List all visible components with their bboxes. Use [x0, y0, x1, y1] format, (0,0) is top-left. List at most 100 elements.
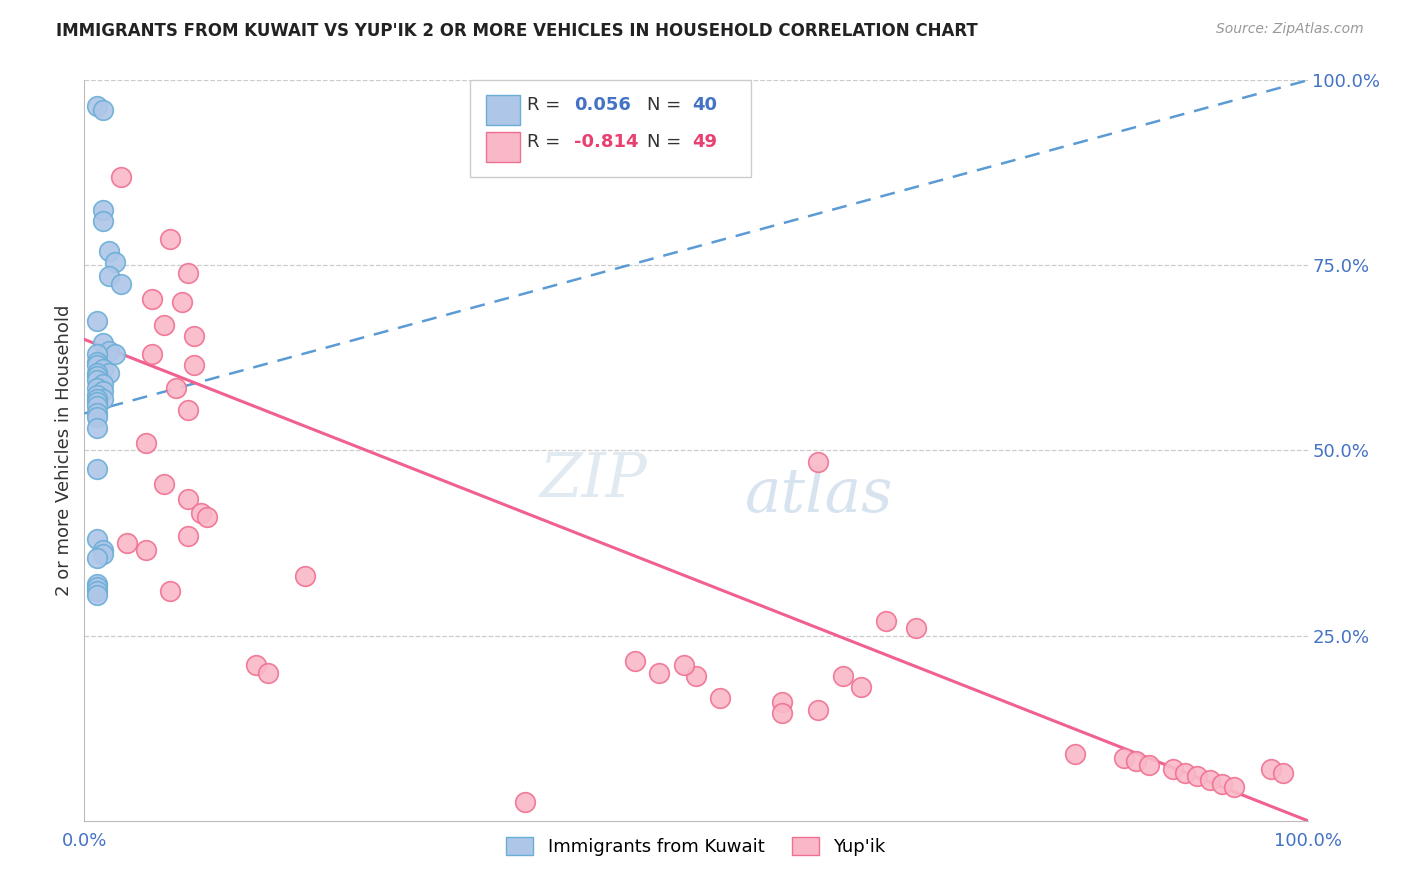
Point	[183, 328, 205, 343]
Point	[172, 295, 194, 310]
Point	[86, 576, 108, 591]
Point	[831, 669, 853, 683]
Point	[905, 621, 928, 635]
Point	[86, 588, 108, 602]
Point	[86, 410, 108, 425]
Text: R =: R =	[527, 95, 567, 113]
Point	[115, 536, 138, 550]
FancyBboxPatch shape	[485, 95, 520, 125]
Point	[86, 354, 108, 368]
Text: atlas: atlas	[745, 465, 893, 524]
Point	[91, 376, 114, 391]
Text: 40: 40	[692, 95, 717, 113]
Point	[91, 543, 114, 558]
Point	[1174, 765, 1197, 780]
Point	[91, 336, 114, 351]
Point	[86, 380, 108, 394]
Point	[86, 584, 108, 599]
Point	[141, 347, 163, 361]
Point	[135, 436, 157, 450]
Point	[141, 292, 163, 306]
Point	[1114, 750, 1136, 764]
Point	[177, 402, 200, 417]
Point	[1211, 776, 1233, 791]
Point	[86, 392, 108, 406]
Point	[165, 380, 187, 394]
Point	[685, 669, 707, 683]
Text: 49: 49	[692, 133, 717, 151]
Point	[177, 491, 200, 506]
Point	[195, 510, 218, 524]
Point	[807, 454, 830, 468]
Point	[1187, 769, 1209, 783]
Point	[1198, 772, 1220, 787]
Point	[648, 665, 671, 680]
Point	[91, 214, 114, 228]
Point	[91, 103, 114, 117]
Point	[104, 347, 127, 361]
Text: N =: N =	[647, 95, 688, 113]
Point	[1125, 755, 1147, 769]
Point	[770, 695, 793, 709]
Point	[294, 569, 316, 583]
Point	[807, 703, 830, 717]
Point	[97, 244, 120, 258]
Point	[190, 507, 212, 521]
Text: 0.056: 0.056	[574, 95, 630, 113]
Point	[135, 543, 157, 558]
Point	[86, 462, 108, 476]
Point	[91, 392, 114, 406]
Text: R =: R =	[527, 133, 567, 151]
Point	[1223, 780, 1246, 795]
Point	[177, 528, 200, 542]
Point	[257, 665, 280, 680]
Point	[875, 614, 897, 628]
Point	[177, 266, 200, 280]
Text: IMMIGRANTS FROM KUWAIT VS YUP'IK 2 OR MORE VEHICLES IN HOUSEHOLD CORRELATION CHA: IMMIGRANTS FROM KUWAIT VS YUP'IK 2 OR MO…	[56, 22, 979, 40]
Point	[159, 584, 181, 599]
Point	[110, 277, 132, 291]
Point	[97, 343, 120, 358]
Point	[110, 169, 132, 184]
Point	[86, 388, 108, 402]
Point	[86, 533, 108, 547]
Point	[91, 384, 114, 399]
Point	[1272, 765, 1295, 780]
Point	[86, 369, 108, 384]
Point	[245, 658, 267, 673]
Point	[97, 366, 120, 380]
FancyBboxPatch shape	[470, 80, 751, 177]
Point	[86, 373, 108, 387]
Point	[770, 706, 793, 721]
FancyBboxPatch shape	[485, 132, 520, 161]
Point	[97, 269, 120, 284]
Point	[672, 658, 695, 673]
Point	[513, 795, 536, 809]
Y-axis label: 2 or more Vehicles in Household: 2 or more Vehicles in Household	[55, 305, 73, 596]
Text: N =: N =	[647, 133, 688, 151]
Point	[86, 314, 108, 328]
Point	[1137, 758, 1160, 772]
Point	[86, 407, 108, 421]
Point	[86, 550, 108, 565]
Point	[1260, 762, 1282, 776]
Point	[153, 318, 176, 332]
Point	[849, 681, 872, 695]
Point	[86, 395, 108, 409]
Point	[91, 362, 114, 376]
Point	[1161, 762, 1184, 776]
Point	[624, 655, 647, 669]
Text: ZIP: ZIP	[540, 450, 647, 510]
Point	[153, 476, 176, 491]
Point	[86, 99, 108, 113]
Point	[91, 202, 114, 217]
Point	[86, 359, 108, 373]
Point	[709, 691, 731, 706]
Point	[86, 399, 108, 413]
Point	[86, 581, 108, 595]
Legend: Immigrants from Kuwait, Yup'ik: Immigrants from Kuwait, Yup'ik	[499, 830, 893, 863]
Text: -0.814: -0.814	[574, 133, 638, 151]
Point	[86, 347, 108, 361]
Point	[159, 232, 181, 246]
Point	[86, 421, 108, 435]
